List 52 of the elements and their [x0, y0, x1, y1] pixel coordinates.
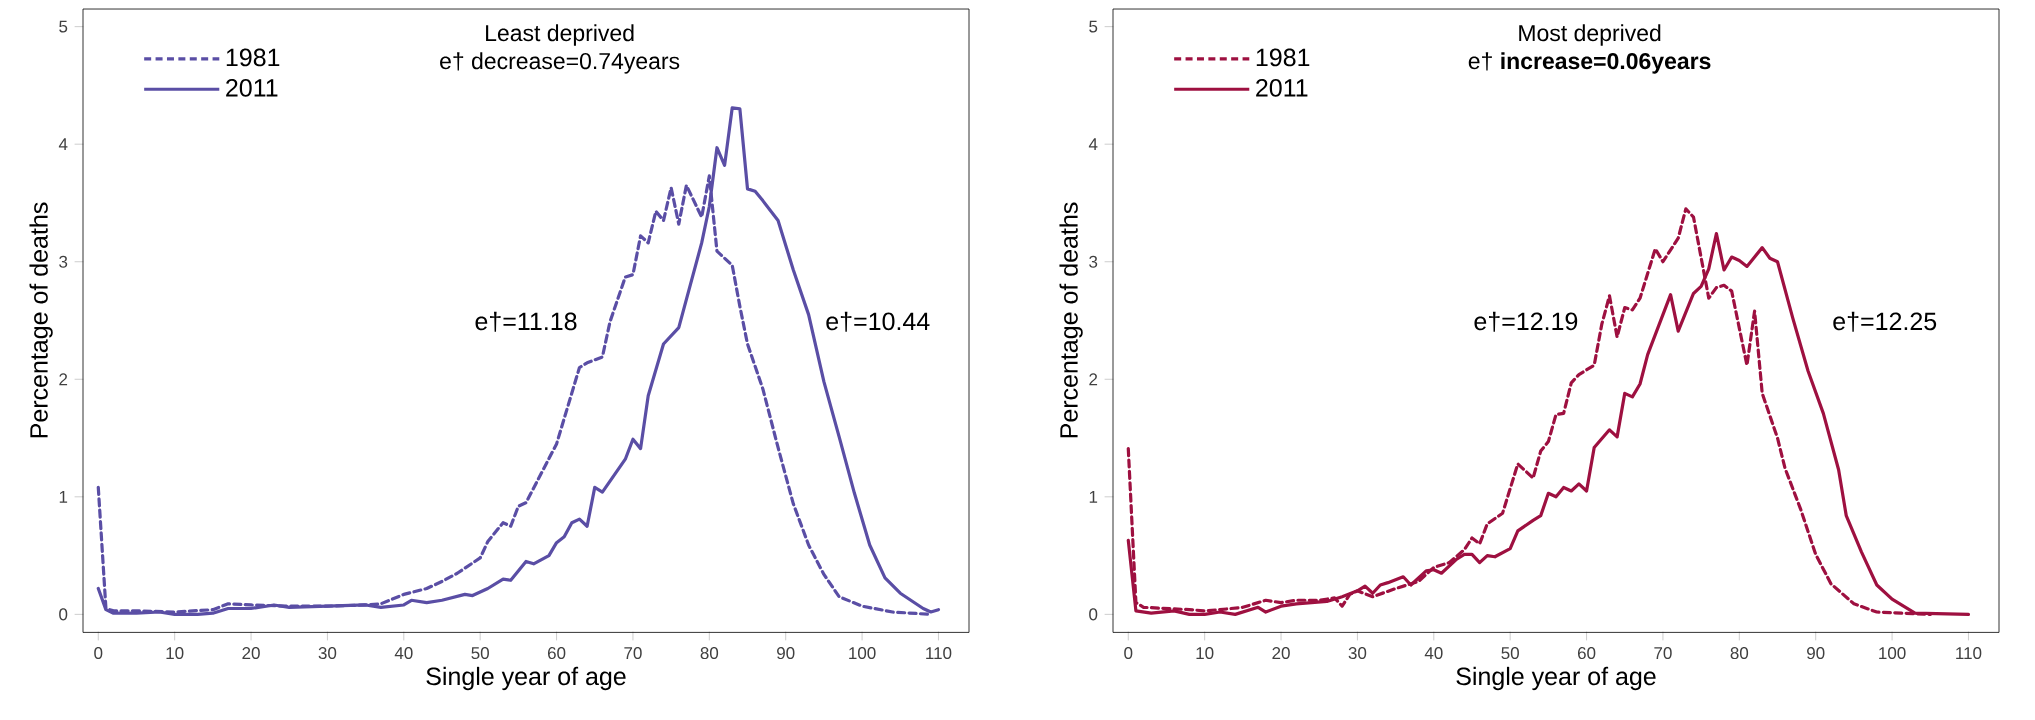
y-tick-label: 2 — [1089, 373, 1098, 386]
x-tick-label: 20 — [1272, 647, 1290, 660]
y-axis-title: Percentage of deaths — [29, 202, 53, 438]
y-tick-label: 1 — [59, 490, 68, 503]
annotation: e†=11.18 — [475, 311, 577, 332]
x-tick-label: 90 — [777, 647, 795, 660]
x-tick-label: 110 — [926, 647, 952, 660]
legend-label: 1981 — [1256, 48, 1310, 67]
y-tick-label: 1 — [1089, 490, 1098, 503]
x-tick-label: 40 — [1424, 647, 1443, 660]
x-tick-label: 60 — [1577, 647, 1596, 660]
x-axis-title: Single year of age — [426, 666, 626, 691]
y-tick-label: 4 — [1088, 138, 1098, 151]
y-tick-label: 5 — [1089, 20, 1098, 33]
x-axis-title: Single year of age — [1456, 666, 1656, 691]
x-tick-label: 90 — [1807, 647, 1825, 660]
x-tick-label: 70 — [624, 647, 642, 660]
text: e† decrease=0.74years — [440, 52, 680, 74]
y-tick-label: 0 — [1089, 608, 1098, 621]
x-tick-label: 80 — [700, 647, 719, 660]
x-tick-label: 110 — [1956, 647, 1982, 660]
annotation: e†=12.19 — [1474, 311, 1578, 332]
y-tick-label: 0 — [59, 608, 68, 621]
x-tick-label: 0 — [1124, 647, 1133, 660]
legend-label: 2011 — [226, 79, 278, 97]
x-tick-label: 0 — [94, 647, 103, 660]
y-tick-label: 5 — [59, 20, 68, 33]
y-tick-label: 2 — [59, 373, 68, 386]
y-tick-label: 3 — [59, 255, 68, 268]
x-tick-label: 30 — [318, 647, 337, 660]
x-tick-label: 50 — [471, 647, 489, 660]
text: e† increase=0.06years — [1468, 52, 1711, 74]
x-tick-label: 40 — [394, 647, 413, 660]
text: Most deprived — [1519, 24, 1661, 46]
legend-label: 2011 — [1256, 79, 1308, 97]
annotation: e†=12.25 — [1833, 311, 1937, 332]
legend-label: 1981 — [226, 48, 280, 67]
y-tick-label: 4 — [58, 138, 68, 151]
text: Least deprived — [486, 24, 634, 46]
y-tick-label: 3 — [1089, 255, 1098, 268]
x-tick-label: 50 — [1501, 647, 1519, 660]
x-tick-label: 30 — [1348, 647, 1367, 660]
x-tick-label: 100 — [849, 647, 876, 660]
annotation: e†=10.44 — [826, 311, 930, 332]
x-tick-label: 10 — [166, 647, 184, 660]
x-tick-label: 10 — [1196, 647, 1214, 660]
x-tick-label: 20 — [242, 647, 260, 660]
y-axis-title: Percentage of deaths — [1059, 202, 1083, 438]
x-tick-label: 100 — [1879, 647, 1906, 660]
x-tick-label: 60 — [547, 647, 566, 660]
x-tick-label: 80 — [1730, 647, 1749, 660]
x-tick-label: 70 — [1654, 647, 1672, 660]
